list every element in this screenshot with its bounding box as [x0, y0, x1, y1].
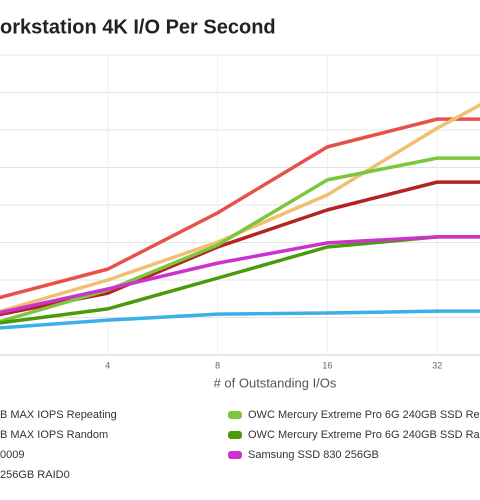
series-line	[0, 180, 480, 317]
legend-marker	[228, 411, 242, 419]
chart-title: orkstation 4K I/O Per Second	[0, 16, 276, 38]
legend-label: OWC Mercury Extreme Pro 6G 240GB SSD Rep…	[248, 409, 480, 421]
series-line	[0, 103, 480, 314]
x-tick-label: 16	[322, 360, 332, 370]
x-tick-label: 32	[432, 360, 442, 370]
legend-label: 0009	[0, 449, 24, 461]
legend-label: 256GB RAID0	[0, 469, 70, 481]
x-tick-label: 8	[215, 360, 220, 370]
legend-label: OWC Mercury Extreme Pro 6G 240GB SSD Ran…	[248, 429, 480, 441]
legend-marker	[228, 431, 242, 439]
x-tick-label: 4	[105, 360, 110, 370]
legend-label: B MAX IOPS Repeating	[0, 409, 117, 421]
series-line	[0, 309, 480, 330]
legend-label: B MAX IOPS Random	[0, 429, 108, 441]
legend-label: Samsung SSD 830 256GB	[248, 449, 379, 461]
legend-marker	[228, 451, 242, 459]
series-line	[0, 156, 480, 324]
x-axis-label: # of Outstanding I/Os	[214, 375, 337, 390]
series-line	[0, 235, 480, 315]
